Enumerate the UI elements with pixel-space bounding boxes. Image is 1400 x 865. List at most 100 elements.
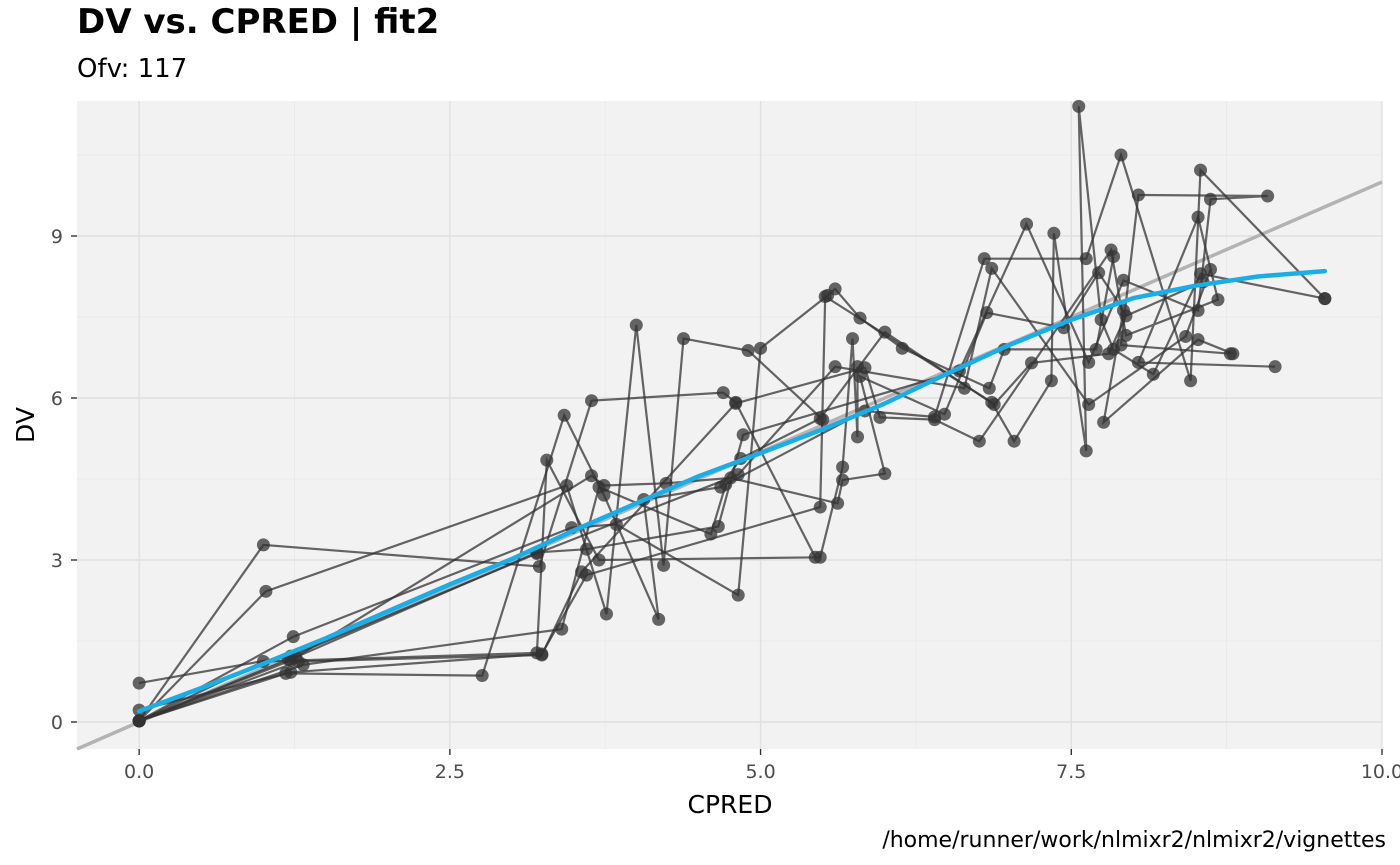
data-point bbox=[1082, 397, 1096, 411]
data-point bbox=[1194, 267, 1208, 281]
data-point bbox=[580, 542, 594, 556]
data-point bbox=[1104, 243, 1118, 257]
data-point bbox=[657, 558, 671, 572]
data-point bbox=[731, 588, 745, 602]
data-point bbox=[1079, 252, 1093, 266]
data-point bbox=[1082, 355, 1096, 369]
data-point bbox=[1179, 329, 1193, 343]
data-point bbox=[1020, 217, 1034, 231]
data-point bbox=[1194, 163, 1208, 177]
data-point bbox=[1092, 266, 1106, 280]
x-tick-label: 7.5 bbox=[1056, 761, 1086, 783]
data-point bbox=[599, 607, 613, 621]
data-point bbox=[132, 676, 146, 690]
data-point bbox=[1131, 188, 1145, 202]
data-point bbox=[1318, 292, 1332, 306]
data-point bbox=[1079, 444, 1093, 458]
x-tick-label: 10.0 bbox=[1361, 761, 1400, 783]
data-point bbox=[1114, 148, 1128, 162]
data-point bbox=[985, 261, 999, 275]
data-point bbox=[1025, 356, 1039, 370]
data-point bbox=[878, 467, 892, 481]
data-point bbox=[831, 496, 845, 510]
data-point bbox=[813, 412, 827, 426]
data-point bbox=[540, 453, 554, 467]
data-point bbox=[677, 332, 691, 346]
subject-line-4 bbox=[138, 338, 859, 722]
data-point bbox=[1211, 293, 1225, 307]
y-tick-label: 0 bbox=[51, 712, 63, 734]
x-axis: 0.0 2.5 5.0 7.5 10.0 bbox=[124, 749, 1400, 783]
data-point bbox=[286, 630, 300, 644]
smooth-trend-line bbox=[136, 268, 1328, 714]
data-point bbox=[1094, 313, 1108, 327]
data-point bbox=[132, 714, 146, 728]
data-point bbox=[836, 473, 850, 487]
data-point bbox=[256, 538, 270, 552]
data-point bbox=[972, 434, 986, 448]
data-point bbox=[555, 622, 569, 636]
data-point bbox=[1184, 374, 1198, 388]
y-tick-label: 3 bbox=[51, 550, 63, 572]
x-axis-title: CPRED bbox=[688, 790, 773, 819]
data-point bbox=[741, 343, 755, 357]
data-point bbox=[977, 252, 991, 266]
data-point bbox=[592, 553, 606, 567]
data-point bbox=[985, 395, 999, 409]
subject-line-11 bbox=[138, 265, 1212, 685]
data-point bbox=[1047, 226, 1061, 240]
plot-panel bbox=[77, 101, 1382, 749]
x-tick-label: 0.0 bbox=[124, 761, 154, 783]
data-point bbox=[846, 332, 860, 346]
data-point bbox=[1261, 189, 1275, 203]
data-point bbox=[1203, 262, 1217, 276]
data-point bbox=[813, 550, 827, 564]
data-point bbox=[1191, 333, 1205, 347]
data-point bbox=[1191, 304, 1205, 318]
data-point bbox=[1191, 210, 1205, 224]
data-point bbox=[938, 407, 952, 421]
data-points bbox=[132, 99, 1332, 728]
data-point bbox=[851, 430, 865, 444]
data-point bbox=[1268, 360, 1282, 374]
data-point bbox=[1203, 192, 1217, 206]
data-point bbox=[259, 584, 273, 598]
data-point bbox=[928, 413, 942, 427]
data-point bbox=[1131, 355, 1145, 369]
chart-title: DV vs. CPRED | fit2 bbox=[77, 2, 440, 42]
data-point bbox=[1097, 415, 1111, 429]
data-point bbox=[731, 468, 745, 482]
data-point bbox=[729, 396, 743, 410]
data-point bbox=[836, 460, 850, 474]
data-point bbox=[609, 517, 623, 531]
data-point bbox=[652, 612, 666, 626]
data-point bbox=[585, 469, 599, 483]
data-point bbox=[1072, 99, 1086, 113]
x-tick-label: 2.5 bbox=[435, 761, 465, 783]
data-point bbox=[1116, 273, 1130, 287]
data-point bbox=[1226, 347, 1240, 361]
data-point bbox=[1007, 434, 1021, 448]
data-point bbox=[957, 381, 971, 395]
data-point bbox=[873, 410, 887, 424]
data-point bbox=[1146, 367, 1160, 381]
data-point bbox=[1044, 374, 1058, 388]
data-point bbox=[704, 527, 718, 541]
data-point bbox=[982, 381, 996, 395]
data-point bbox=[853, 369, 867, 383]
data-point bbox=[818, 289, 832, 303]
data-point bbox=[716, 386, 730, 400]
data-point bbox=[284, 665, 298, 679]
y-tick-label: 6 bbox=[51, 388, 63, 410]
y-axis-title: DV bbox=[11, 407, 40, 443]
data-point bbox=[853, 311, 867, 325]
chart-caption: /home/runner/work/nlmixr2/nlmixr2/vignet… bbox=[882, 828, 1386, 853]
data-point bbox=[1089, 342, 1103, 356]
y-axis: 0 3 6 9 bbox=[51, 226, 77, 734]
data-point bbox=[1119, 328, 1133, 342]
data-point bbox=[597, 478, 611, 492]
data-point bbox=[754, 341, 768, 355]
data-point bbox=[828, 360, 842, 374]
data-point bbox=[560, 478, 574, 492]
